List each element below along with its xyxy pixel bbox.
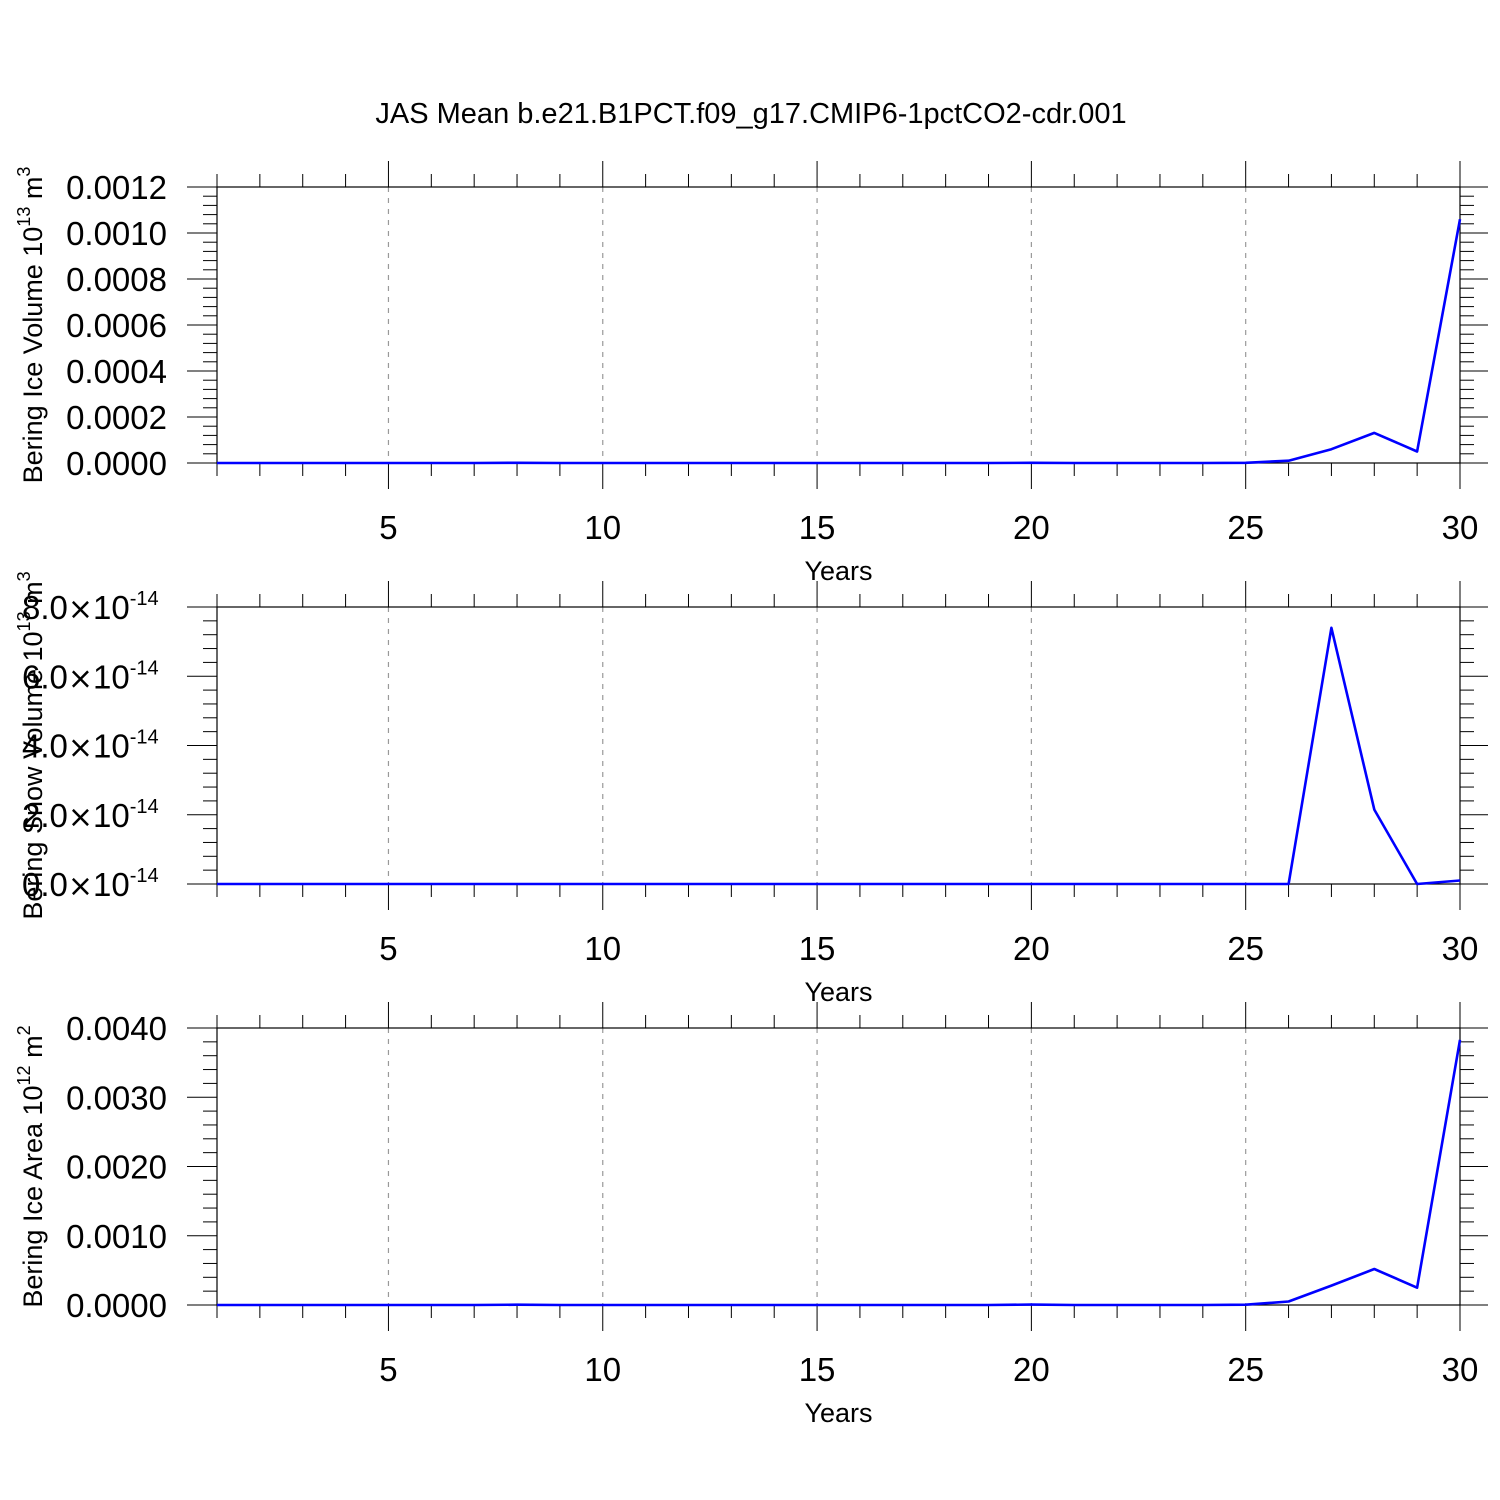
x-tick-label: 25 (1227, 509, 1264, 546)
y-tick-label: 0.0000 (66, 445, 167, 482)
y-tick-label: 0.0040 (66, 1010, 167, 1047)
y-tick-label: 0.0×10-14 (22, 865, 159, 904)
x-tick-label: 15 (799, 1351, 836, 1388)
x-tick-label: 20 (1013, 930, 1050, 967)
y-tick-label: 0.0000 (66, 1287, 167, 1324)
y-tick-label: 2.0×10-14 (22, 796, 159, 835)
x-tick-label: 5 (379, 1351, 397, 1388)
x-tick-label: 5 (379, 509, 397, 546)
x-tick-label: 15 (799, 509, 836, 546)
plot-frame (216, 186, 1461, 464)
y-tick-label: 0.0006 (66, 307, 167, 344)
x-tick-label: 15 (799, 930, 836, 967)
y-tick-label: 8.0×10-14 (22, 588, 159, 627)
y-tick-label: 4.0×10-14 (22, 727, 159, 766)
x-tick-label: 25 (1227, 930, 1264, 967)
x-tick-label: 10 (584, 930, 621, 967)
x-axis-title: Years (804, 1398, 872, 1428)
y-tick-label: 0.0012 (66, 169, 167, 206)
x-tick-label: 30 (1442, 509, 1479, 546)
x-tick-label: 20 (1013, 509, 1050, 546)
y-tick-label: 0.0008 (66, 261, 167, 298)
x-tick-label: 20 (1013, 1351, 1050, 1388)
panel-snow-volume: 5 10 15 20 25 30 0.0×10-14 2.0×10-14 4.0×10-14 6.… (14, 571, 1488, 1007)
y-tick-label: 0.0030 (66, 1079, 167, 1116)
y-tick-label: 0.0002 (66, 399, 167, 436)
x-tick-label: 30 (1442, 1351, 1479, 1388)
x-axis-title: Years (804, 556, 872, 586)
x-tick-label: 10 (584, 1351, 621, 1388)
x-tick-label: 25 (1227, 1351, 1264, 1388)
y-tick-label: 0.0010 (66, 215, 167, 252)
panel-ice-area: 5 10 15 20 25 30 0.0000 0.0010 0.0020 0.0030 0.004… (14, 1002, 1488, 1428)
y-tick-label: 0.0004 (66, 353, 167, 390)
y-tick-label: 6.0×10-14 (22, 657, 159, 696)
plot-frame (216, 606, 1461, 885)
x-tick-label: 30 (1442, 930, 1479, 967)
y-tick-label: 0.0010 (66, 1218, 167, 1255)
series-line (217, 1039, 1462, 1307)
x-tick-label: 5 (379, 930, 397, 967)
x-axis-title: Years (804, 977, 872, 1007)
y-axis-title: Bering Snow Volume 1013 m3 (14, 571, 48, 919)
plot-frame (216, 1027, 1461, 1306)
y-axis-title: Bering Ice Area 1012 m2 (14, 1025, 48, 1307)
y-tick-label: 0.0020 (66, 1149, 167, 1186)
panel-ice-volume: 5 10 15 20 25 30 0.0000 0.0002 0.0004 0.0006 0.000… (14, 161, 1488, 586)
x-tick-label: 10 (584, 509, 621, 546)
y-axis-title: Bering Ice Volume 1013 m3 (14, 167, 48, 484)
series-line (217, 218, 1462, 465)
figure-title: JAS Mean b.e21.B1PCT.f09_g17.CMIP6-1pctC… (375, 98, 1126, 130)
series-line (217, 626, 1461, 886)
